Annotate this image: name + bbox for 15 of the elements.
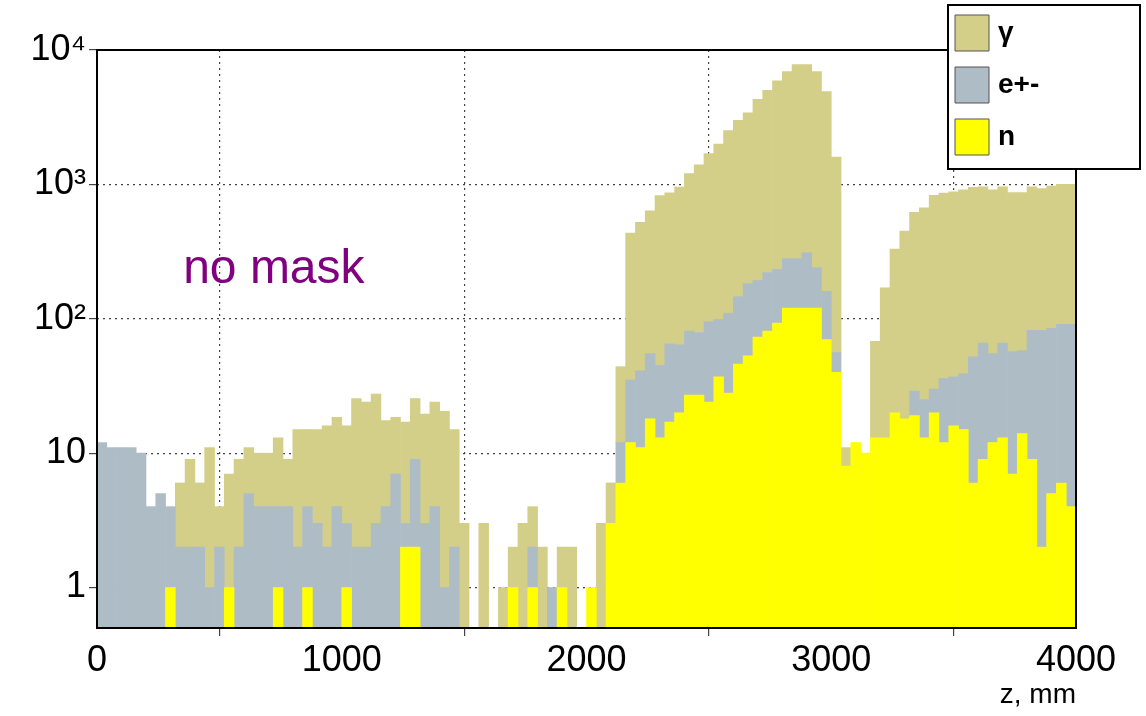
- y-tick-label: 10³: [33, 161, 87, 203]
- annotation: no mask: [183, 239, 366, 293]
- y-tick-label: 10: [45, 430, 86, 472]
- legend-label: e+-: [998, 67, 1040, 99]
- y-tick-label: 10⁴: [30, 26, 86, 68]
- x-tick-label: 1000: [301, 637, 382, 679]
- x-tick-label: 3000: [791, 637, 872, 679]
- y-tick-label: 10²: [33, 295, 87, 337]
- x-tick-label: 4000: [1035, 637, 1117, 679]
- legend-label: γ: [998, 15, 1014, 47]
- x-axis-title: z, mm: [999, 677, 1076, 709]
- x-tick-label: 2000: [546, 637, 627, 679]
- y-tick-label: 1: [65, 564, 86, 606]
- legend-label: n: [998, 119, 1016, 151]
- x-tick-label: 0: [86, 637, 108, 679]
